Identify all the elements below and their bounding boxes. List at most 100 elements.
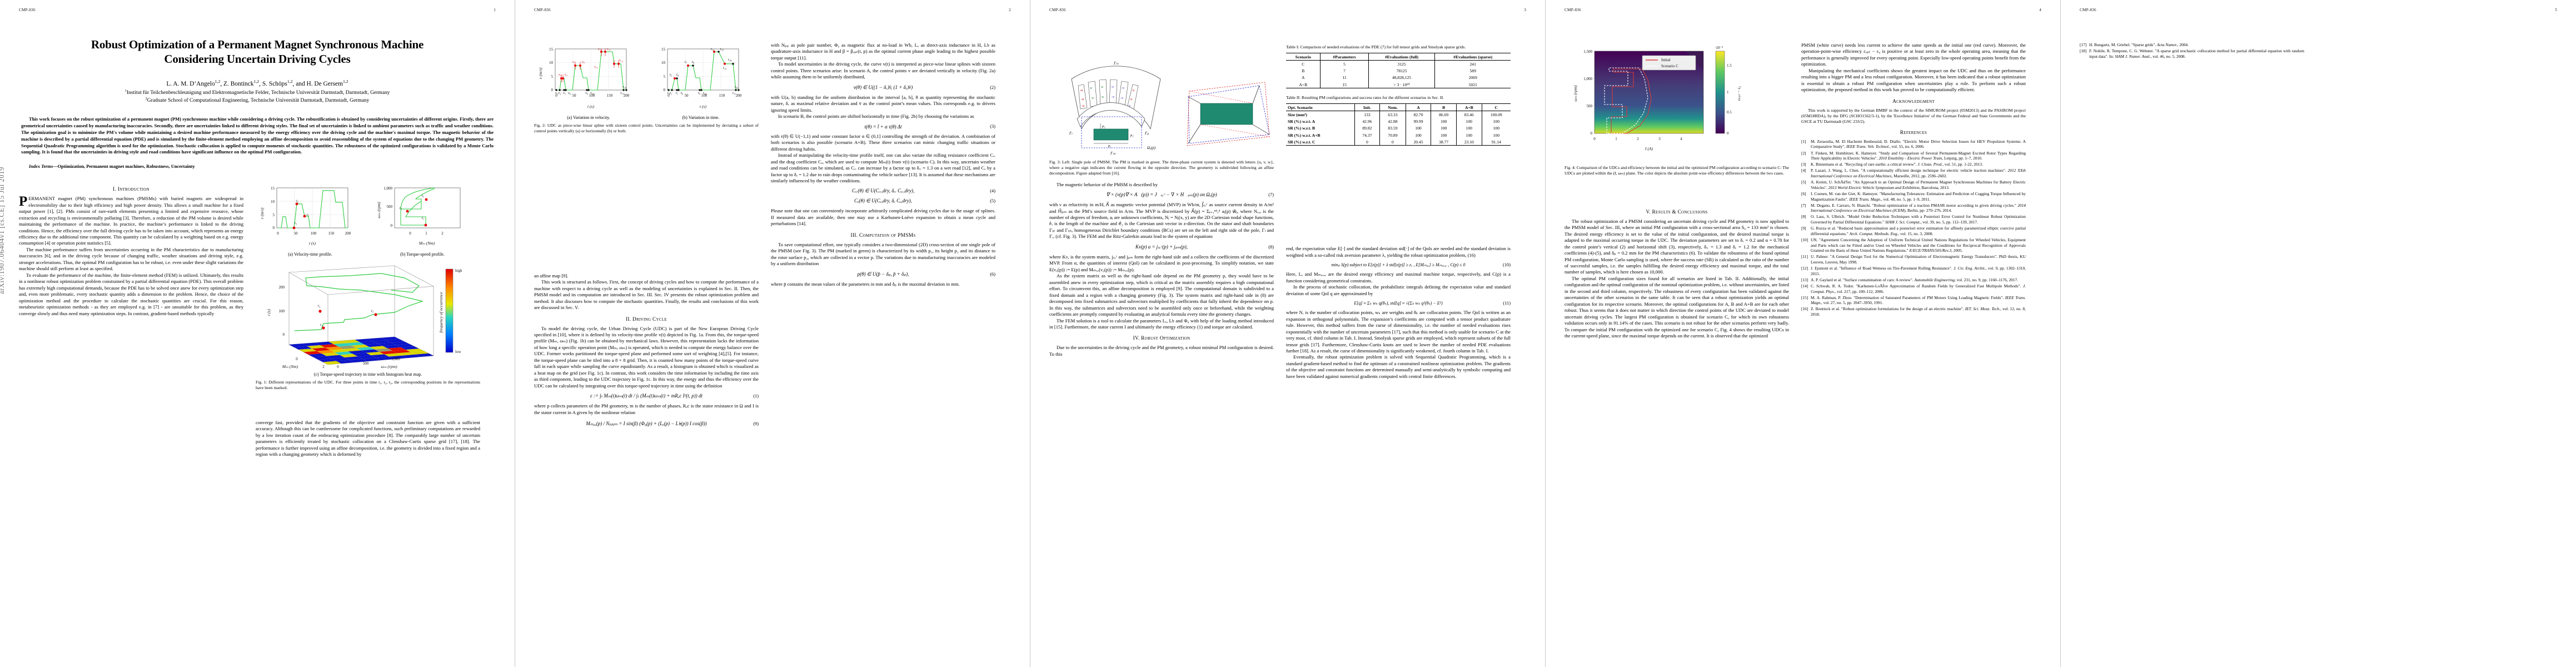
reference-list: [17] H. Bungartz, M. Griebel. "Sparse gri… (2080, 42, 2304, 59)
runhead-label: CMP-836 (2080, 8, 2096, 12)
histogram-tile (343, 348, 361, 352)
histogram-tile (397, 352, 416, 356)
equation-4: Cᵣᵣ(θ) ∈ U(Cᵣᵣ,dry, δᵣᵣ Cᵣᵣ,dry), (4) (771, 188, 995, 194)
svg-text:100: 100 (589, 93, 595, 98)
histogram-tile (374, 348, 393, 352)
paragraph-text: ERMANENT magnet (PM) synchronous machine… (19, 196, 243, 246)
histogram-tile (312, 347, 330, 351)
reference-item: [7] M. Degano, E. Carraro, N. Bianchi. "R… (1801, 203, 2026, 213)
svg-text:t₂: t₂ (371, 309, 374, 313)
paragraph: with U(a, b) standing for the uniform di… (771, 94, 995, 113)
table-cell: 133 (1354, 111, 1380, 118)
running-header: CMP-836 5 (2080, 8, 2557, 12)
histogram-tile (410, 351, 429, 355)
velocity-variation-chart: 15 10 5 0 0 50 100 150 200 (538, 47, 630, 109)
reference-item: [8] O. Lass, S. Ulbrich. "Model Order Red… (1801, 214, 2026, 225)
histogram-tile (313, 356, 332, 360)
reference-text: T. Finken, M. Hombitzer, K. Hameyer. "St… (1811, 150, 2026, 161)
histogram-tile (353, 353, 371, 357)
histogram-tile (386, 339, 405, 343)
equation-10-number: (10) (1503, 262, 1511, 268)
histogram-tile (392, 350, 411, 354)
runhead-label: CMP-836 (534, 8, 551, 12)
histogram-tile (384, 353, 402, 357)
svg-text:4: 4 (1680, 137, 1682, 141)
histogram-tile (387, 347, 406, 351)
equation-6: p(θ) ∈ U(p̄ − δₚ, p̄ + δₚ), (6) (771, 271, 995, 277)
page-2: CMP-836 2 (515, 0, 1030, 667)
equation-10: minₚ S(p) subject to E[ε(p)] + λ std[ε(p… (1286, 262, 1511, 267)
page2-column-1: 15 10 5 0 0 50 100 150 200 (534, 42, 759, 432)
svg-text:w: w (1101, 85, 1104, 89)
legend-label-initial: Initial (1661, 58, 1671, 62)
svg-text:frequency of occurrence: frequency of occurrence (439, 292, 444, 333)
legend-label-scenario-c: Scenario C (1661, 64, 1678, 68)
paragraph: To evaluate the performance of the machi… (19, 272, 243, 316)
table-2-header-cell: B (1431, 103, 1457, 112)
author-list: L. A. M. D’Angelo1,2, Z. Bontinck1,2, S.… (166, 79, 348, 88)
svg-text:0: 0 (551, 88, 554, 92)
table-cell: 38.77 (1431, 138, 1457, 146)
table-row: Size (mm²) 133 63.33 82.70 86.69 83.46 1… (1286, 111, 1511, 118)
svg-text:v (m/s): v (m/s) (260, 207, 265, 219)
svg-text:100: 100 (701, 93, 707, 98)
table-cell: 63.33 (1379, 111, 1406, 118)
histogram-tile (402, 354, 421, 359)
reference-text: M. Degano, E. Carraro, N. Bianchi. "Robu… (1811, 202, 2026, 213)
page-number: 5 (2555, 8, 2557, 12)
index-terms-text: —Optimization, Permanent magnet machines… (53, 164, 195, 170)
histogram-tile (323, 361, 341, 365)
table-row: SR (%) w.r.t. B 89.82 83.59 100 100 100 … (1286, 125, 1511, 132)
equation-9-body: Mₘₐₓ(p) / Nₚₚⱼₘ = I sin(β) (Φ₀(p) + (Lₑ(… (586, 421, 707, 427)
svg-text:10: 10 (271, 200, 275, 204)
table-cell: 15 (1320, 81, 1369, 89)
svg-text:-u: -u (1081, 97, 1084, 101)
svg-text:t₃: t₃ (400, 206, 402, 210)
svg-text:t₁: t₁ (320, 323, 322, 327)
page-number: 4 (2039, 8, 2041, 12)
table-row: B 7 78125 589 (1286, 67, 1511, 74)
table-cell: 86.69 (1431, 111, 1457, 118)
svg-text:500: 500 (363, 361, 369, 366)
page-1: CMP-836 1 arXiv:1907.06404v1 [cs.CE] 15 … (0, 0, 515, 667)
reference-text: A. Kreim, U. SchÄd'fer. "An Approach to … (1811, 180, 2026, 190)
table-cell: 48,828,125 (1368, 74, 1435, 81)
svg-text:-u: -u (1082, 104, 1085, 108)
svg-text:t (s): t (s) (700, 104, 706, 109)
svg-text:150: 150 (607, 93, 613, 98)
paragraph: To model uncertainties in the driving cy… (771, 61, 995, 80)
svg-text:15: 15 (661, 47, 666, 52)
svg-text:ωₘ (rpm): ωₘ (rpm) (381, 364, 397, 369)
histogram-tile (303, 351, 322, 355)
svg-text:Γₛₕ: Γₛₕ (1110, 151, 1116, 156)
histogram-tile (325, 346, 343, 350)
histogram-tiles (289, 337, 434, 365)
section-heading-references: References (1900, 130, 1927, 136)
page-4: CMP-836 4 (1546, 0, 2061, 667)
reference-item: [15] M. A. Rahman, P. Zhou. "Determinatio… (1801, 295, 2026, 306)
table-2-head: Opt. Scenario Init. Nom. A B A+B C (1286, 103, 1511, 112)
svg-text:150: 150 (328, 231, 335, 236)
svg-text:3: 3 (1658, 137, 1661, 141)
reference-item: [18] F. Nobile, R. Tempone, C. G. Webster… (2080, 48, 2304, 59)
paragraph: To model the driving cycle, the Urban Dr… (534, 325, 759, 389)
equation-6-number: (6) (990, 271, 995, 277)
svg-text:2: 2 (322, 365, 325, 369)
equation-8-number: (8) (1268, 244, 1274, 250)
figure-1c: t₃ t₁ t₂ 200 100 0 t (s) 0 2 Mₘ (Nm) 0 (256, 261, 480, 377)
svg-text:1: 1 (1615, 137, 1617, 141)
histogram-tile (368, 337, 386, 341)
paragraph: converge fast, provided that the gradien… (256, 419, 480, 457)
reference-text: UN. "Agreement Concerning the Adoption o… (1811, 237, 2026, 253)
running-header: CMP-836 1 (19, 8, 496, 12)
svg-text:t₉: t₉ (698, 91, 701, 95)
histogram-tile (326, 355, 345, 359)
histogram-tile (302, 342, 321, 346)
table-1: Scenario #Parameters #Evaluations (full)… (1286, 53, 1511, 89)
svg-text:t₇: t₇ (685, 60, 687, 64)
runhead-label: CMP-836 (19, 8, 36, 12)
histogram-tile (307, 345, 325, 349)
table-cell: SR (%) w.r.t. C (1286, 138, 1355, 146)
svg-text:t₁₁: t₁₁ (711, 47, 714, 51)
table-cell: SR (%) w.r.t. B (1288, 126, 1316, 131)
